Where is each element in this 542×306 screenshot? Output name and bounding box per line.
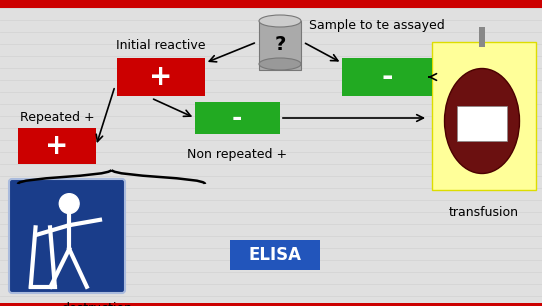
Bar (230, 240, 320, 270)
Ellipse shape (259, 58, 301, 70)
Bar (0, 303, 542, 306)
Bar (18, 128, 96, 164)
Bar (195, 102, 280, 134)
Text: -: - (232, 106, 242, 130)
FancyBboxPatch shape (9, 179, 125, 293)
Text: Sample to te assayed: Sample to te assayed (309, 18, 445, 32)
Text: -: - (381, 63, 393, 91)
Text: Initial reactive: Initial reactive (116, 39, 206, 52)
Text: Repeated +: Repeated + (20, 111, 94, 124)
Bar (259, 21, 301, 70)
Bar (0, 0, 542, 8)
Text: transfusion: transfusion (449, 206, 519, 219)
Bar (342, 58, 432, 96)
Text: ?: ? (274, 35, 286, 54)
Text: +: + (46, 132, 69, 160)
Ellipse shape (444, 69, 519, 174)
Text: +: + (149, 63, 173, 91)
Text: ELISA: ELISA (248, 246, 301, 264)
Bar (479, 27, 485, 47)
Circle shape (59, 194, 79, 214)
Text: Non repeated +: Non repeated + (187, 148, 287, 161)
Bar (432, 42, 536, 190)
Bar (457, 106, 507, 141)
Ellipse shape (259, 15, 301, 27)
Bar (117, 58, 205, 96)
Text: destruction: destruction (61, 302, 132, 306)
